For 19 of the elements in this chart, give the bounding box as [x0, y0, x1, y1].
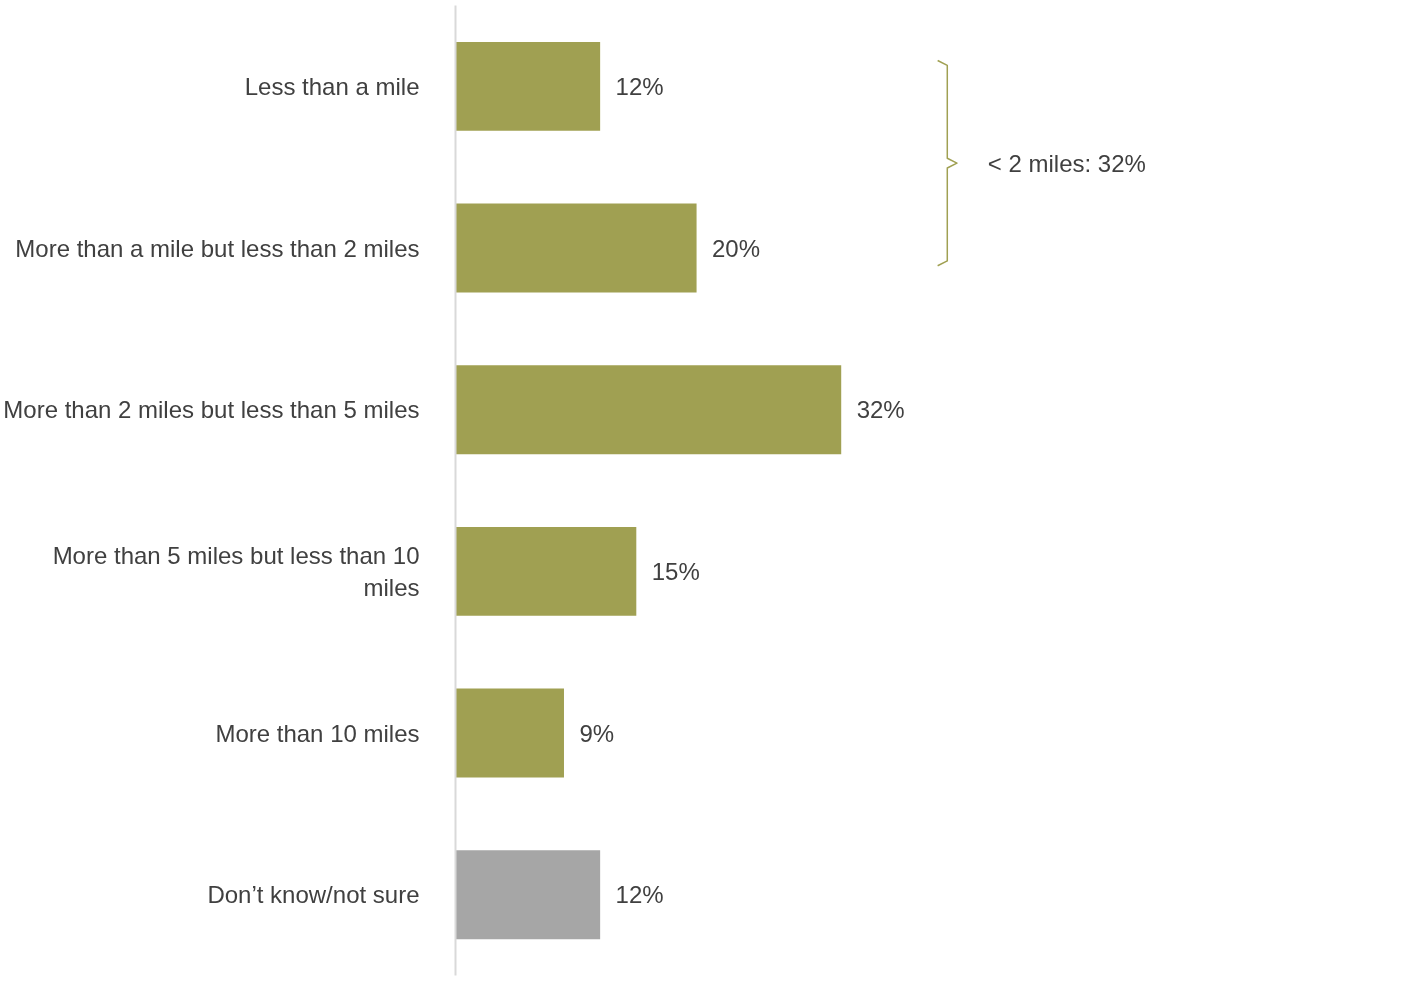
bar — [455, 526, 637, 616]
bar — [455, 203, 697, 293]
y-tick-label: Less than a mile — [244, 72, 420, 100]
data-label: 12% — [615, 72, 664, 100]
text: < 2 miles: 32% — [987, 149, 1146, 177]
y-tick-label: More than 10 miles — [215, 719, 420, 747]
bar — [455, 850, 601, 940]
bar — [455, 41, 601, 131]
bar — [455, 688, 564, 778]
data-label: 32% — [856, 396, 905, 424]
y-tick-label: More than 5 miles but less than 10 miles — [52, 541, 420, 602]
bar — [455, 365, 842, 455]
y-tick-label: Don’t know/not sure — [207, 881, 420, 909]
data-label: 20% — [712, 234, 761, 262]
data-label: 12% — [615, 881, 664, 909]
y-tick-label: More than a mile but less than 2 miles — [15, 234, 420, 262]
data-label: 9% — [579, 719, 615, 747]
y-tick-label: More than 2 miles but less than 5 miles — [3, 396, 420, 424]
data-label: 15% — [651, 557, 700, 585]
